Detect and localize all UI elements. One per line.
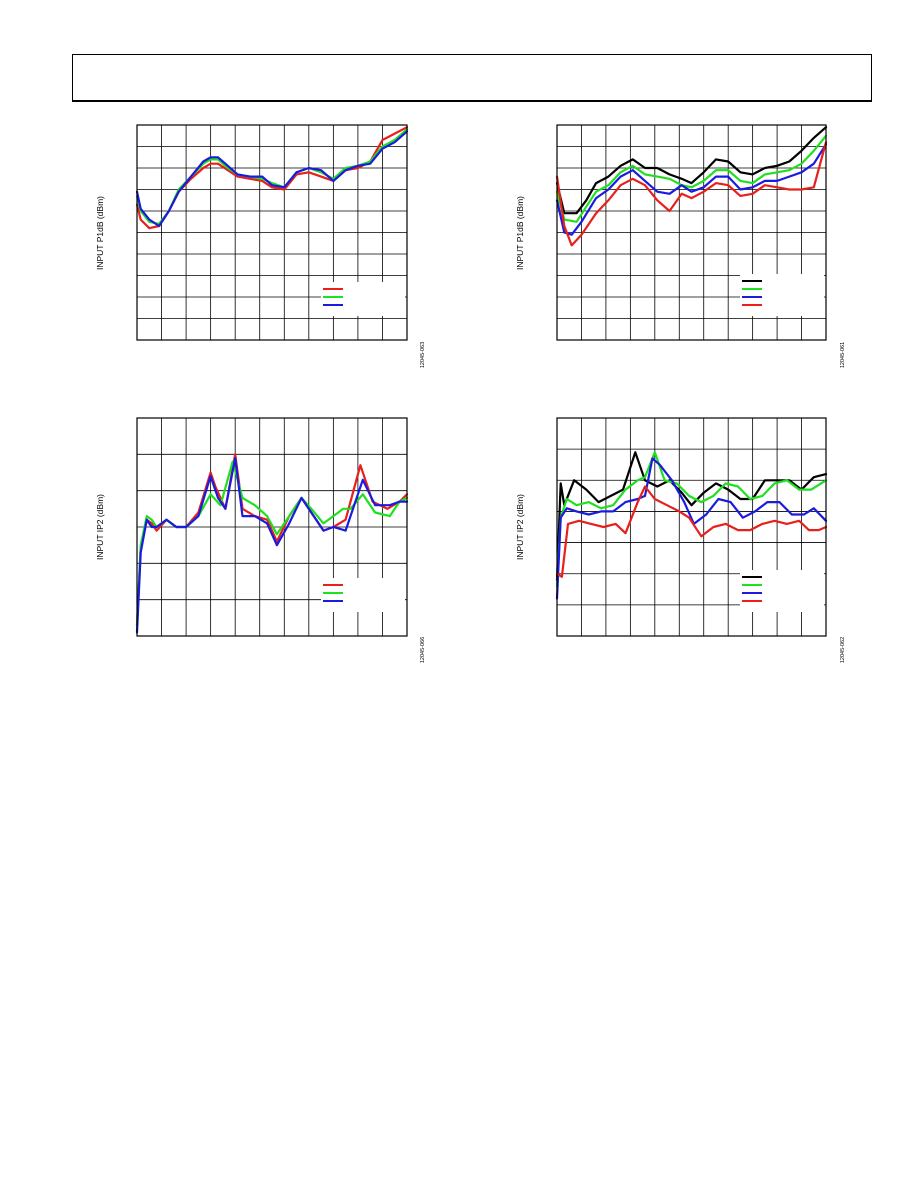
plot-frame <box>556 417 827 637</box>
plot-frame <box>136 124 408 341</box>
plot-frame <box>136 417 408 637</box>
figure-id: 12045-062 <box>840 636 846 664</box>
figure-id: 12045-063 <box>420 341 426 369</box>
series-line-4 <box>555 485 828 578</box>
series-line-1 <box>135 126 409 230</box>
chart-plot <box>555 417 828 637</box>
y-axis-label: INPUT P1dB (dBm) <box>95 195 105 270</box>
y-axis-label: INPUT IP2 (dBm) <box>95 494 105 560</box>
legend-box <box>321 578 405 612</box>
series-line-4 <box>555 141 828 247</box>
chart-plot <box>555 124 828 341</box>
legend-box <box>321 282 405 316</box>
header-box <box>72 54 872 102</box>
y-axis-label: INPUT P1dB (dBm) <box>515 195 525 270</box>
chart-plot <box>135 124 409 341</box>
series-line-1 <box>135 453 409 627</box>
figure-id: 12045-066 <box>420 636 426 664</box>
series-line-2 <box>555 451 828 588</box>
series-line-2 <box>135 128 409 225</box>
series-line-1 <box>555 126 828 215</box>
series-line-3 <box>555 457 828 600</box>
series-line-3 <box>555 143 828 236</box>
series-line-3 <box>135 456 409 634</box>
plot-frame <box>556 124 827 341</box>
figure-id: 12045-061 <box>840 341 846 369</box>
series-line-1 <box>555 451 828 581</box>
chart-plot <box>135 417 409 637</box>
series-line-3 <box>135 130 409 228</box>
y-axis-label: INPUT IP2 (dBm) <box>515 494 525 560</box>
series-line-2 <box>555 134 828 223</box>
